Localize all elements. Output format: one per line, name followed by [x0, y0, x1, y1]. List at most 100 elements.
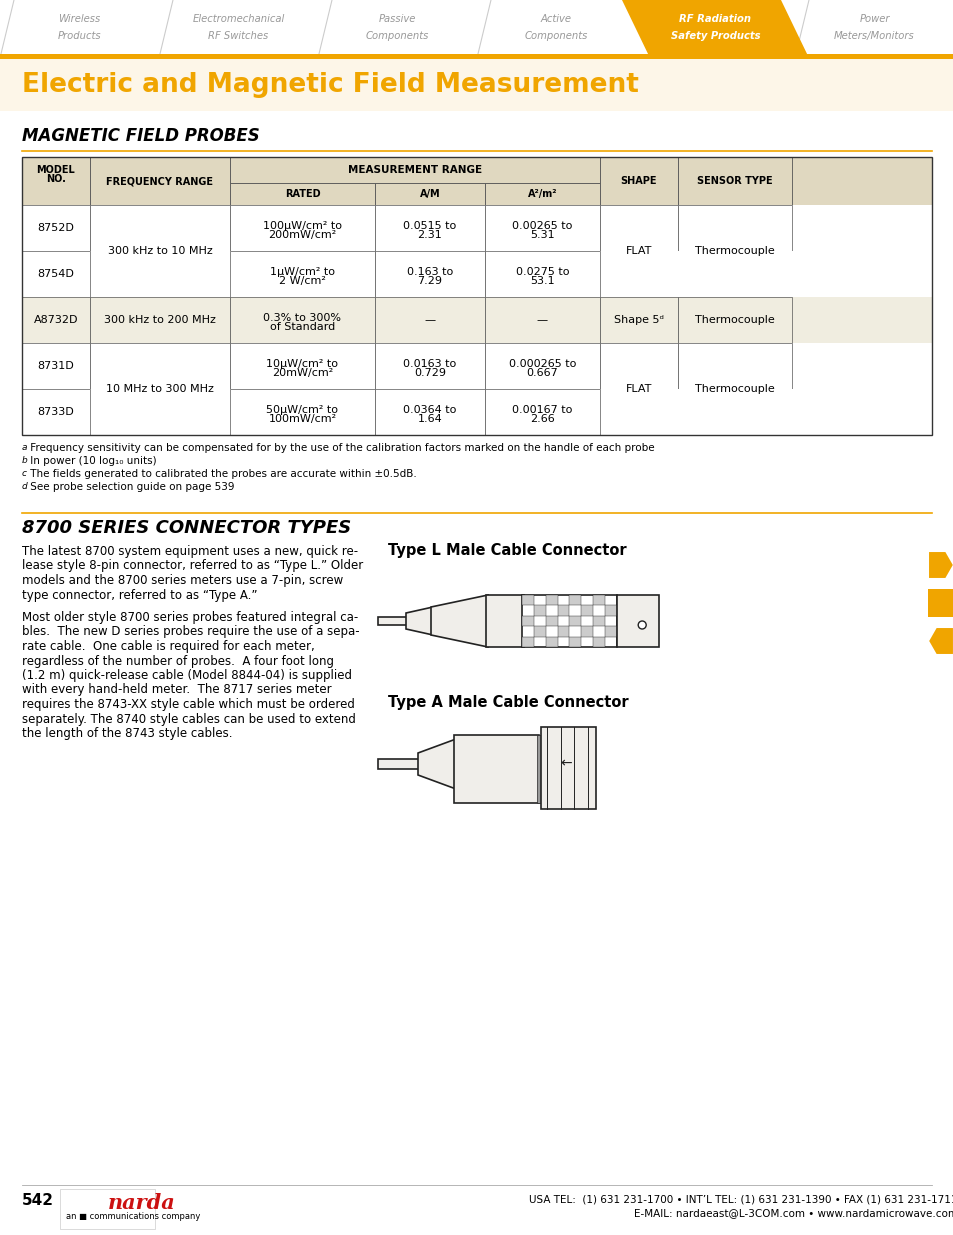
Text: 8700 SERIES CONNECTOR TYPES: 8700 SERIES CONNECTOR TYPES: [22, 519, 351, 537]
Text: regardless of the number of probes.  A four foot long: regardless of the number of probes. A fo…: [22, 655, 334, 667]
Bar: [599, 296, 678, 343]
Text: SENSOR TYPE: SENSOR TYPE: [697, 177, 772, 186]
Bar: [22, 389, 931, 435]
Text: 5.31: 5.31: [530, 230, 555, 240]
Text: Components: Components: [524, 31, 588, 41]
Text: b: b: [22, 456, 28, 466]
Text: Products: Products: [57, 31, 101, 41]
Text: Type A Male Cable Connector: Type A Male Cable Connector: [388, 695, 628, 710]
Bar: [617, 595, 659, 647]
Bar: [599, 343, 678, 435]
Text: 100mW/cm²: 100mW/cm²: [268, 414, 336, 424]
Bar: [558, 626, 569, 636]
Bar: [521, 616, 534, 626]
Bar: [230, 157, 599, 183]
Bar: [678, 157, 791, 205]
Text: MAGNETIC FIELD PROBES: MAGNETIC FIELD PROBES: [22, 127, 259, 144]
Text: A8732D: A8732D: [33, 315, 78, 325]
Text: Type L Male Cable Connector: Type L Male Cable Connector: [388, 543, 626, 558]
Bar: [230, 205, 375, 251]
Bar: [569, 595, 580, 605]
Bar: [230, 296, 375, 343]
Text: bles.  The new D series probes require the use of a sepa-: bles. The new D series probes require th…: [22, 625, 359, 638]
Bar: [537, 735, 540, 803]
Text: rate cable.  One cable is required for each meter,: rate cable. One cable is required for ea…: [22, 640, 314, 653]
Bar: [545, 595, 558, 605]
Bar: [375, 205, 484, 251]
Bar: [375, 343, 484, 389]
Bar: [485, 595, 523, 647]
Bar: [593, 595, 604, 605]
Text: narda: narda: [108, 1193, 175, 1213]
Text: c: c: [22, 469, 27, 478]
Bar: [545, 616, 558, 626]
Bar: [22, 343, 90, 389]
Bar: [230, 389, 375, 435]
Bar: [540, 727, 596, 809]
Text: Electromechanical: Electromechanical: [193, 14, 284, 23]
Bar: [22, 205, 90, 251]
Text: A/M: A/M: [419, 189, 440, 199]
Text: separately. The 8740 style cables can be used to extend: separately. The 8740 style cables can be…: [22, 713, 355, 725]
Text: d: d: [22, 482, 28, 492]
Text: 0.667: 0.667: [526, 368, 558, 378]
Bar: [484, 205, 599, 251]
Bar: [22, 251, 90, 296]
Polygon shape: [621, 0, 808, 58]
Text: Passive: Passive: [378, 14, 416, 23]
Bar: [230, 183, 375, 205]
Text: 0.00167 to: 0.00167 to: [512, 405, 572, 415]
Bar: [22, 205, 931, 251]
Text: type connector, referred to as “Type A.”: type connector, referred to as “Type A.”: [22, 589, 257, 601]
Bar: [678, 296, 791, 343]
Text: 50μW/cm² to: 50μW/cm² to: [266, 405, 338, 415]
Bar: [484, 343, 599, 389]
Bar: [90, 205, 230, 296]
Text: MODEL: MODEL: [36, 165, 75, 175]
Text: The fields generated to calibrated the probes are accurate within ±0.5dB.: The fields generated to calibrated the p…: [27, 469, 416, 479]
Polygon shape: [417, 739, 456, 789]
Text: RF Switches: RF Switches: [208, 31, 269, 41]
Text: 0.0515 to: 0.0515 to: [403, 221, 456, 231]
Bar: [22, 157, 90, 205]
Bar: [375, 251, 484, 296]
Bar: [534, 605, 545, 616]
Bar: [580, 626, 593, 636]
Bar: [599, 205, 678, 296]
Bar: [90, 157, 230, 205]
Bar: [678, 205, 791, 296]
Text: 542: 542: [22, 1193, 54, 1208]
Text: 1.64: 1.64: [417, 414, 442, 424]
Bar: [484, 296, 599, 343]
Text: MEASUREMENT RANGE: MEASUREMENT RANGE: [348, 165, 481, 175]
Bar: [454, 735, 538, 803]
Bar: [569, 616, 580, 626]
Text: 7.29: 7.29: [417, 275, 442, 287]
Text: Thermocouple: Thermocouple: [695, 246, 774, 256]
Text: with every hand-held meter.  The 8717 series meter: with every hand-held meter. The 8717 ser…: [22, 683, 332, 697]
Text: In power (10 log₁₀ units): In power (10 log₁₀ units): [27, 456, 156, 466]
Bar: [22, 389, 90, 435]
Text: 0.163 to: 0.163 to: [406, 267, 453, 277]
Text: 8733D: 8733D: [37, 408, 74, 417]
Text: 200mW/cm²: 200mW/cm²: [268, 230, 336, 240]
Text: a: a: [22, 443, 28, 452]
Circle shape: [638, 621, 645, 629]
Text: Meters/Monitors: Meters/Monitors: [833, 31, 914, 41]
Text: Most older style 8700 series probes featured integral ca-: Most older style 8700 series probes feat…: [22, 611, 358, 624]
Text: of Standard: of Standard: [270, 322, 335, 332]
Bar: [230, 251, 375, 296]
Text: 300 kHz to 10 MHz: 300 kHz to 10 MHz: [108, 246, 213, 256]
Bar: [90, 343, 230, 435]
Text: 10 MHz to 300 MHz: 10 MHz to 300 MHz: [106, 384, 213, 394]
Text: models and the 8700 series meters use a 7-pin, screw: models and the 8700 series meters use a …: [22, 574, 343, 587]
Bar: [22, 296, 90, 343]
Text: 300 kHz to 200 MHz: 300 kHz to 200 MHz: [104, 315, 215, 325]
Text: 2.31: 2.31: [417, 230, 442, 240]
Bar: [521, 636, 534, 647]
Text: E-MAIL: nardaeast@L-3COM.com • www.nardamicrowave.com: E-MAIL: nardaeast@L-3COM.com • www.narda…: [634, 1208, 953, 1218]
Text: 2 W/cm²: 2 W/cm²: [279, 275, 326, 287]
Text: the length of the 8743 style cables.: the length of the 8743 style cables.: [22, 727, 233, 740]
Text: 100μW/cm² to: 100μW/cm² to: [263, 221, 341, 231]
Text: USA TEL:  (1) 631 231-1700 • INT’L TEL: (1) 631 231-1390 • FAX (1) 631 231-1711: USA TEL: (1) 631 231-1700 • INT’L TEL: (…: [529, 1195, 953, 1205]
